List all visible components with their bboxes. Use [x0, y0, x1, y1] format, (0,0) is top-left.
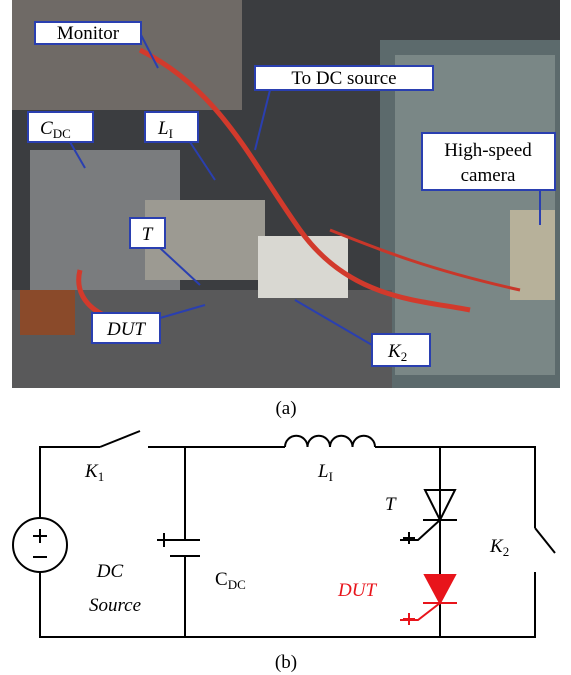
circuit-label: K1 [84, 461, 104, 484]
circuit-label: DUT [337, 580, 377, 601]
label-sub: DC [228, 577, 246, 592]
label-main: L [157, 118, 169, 139]
dut-device [425, 575, 455, 603]
circuit-label: K2 [489, 536, 509, 559]
circuit-label: DC [96, 561, 124, 582]
inductor [285, 436, 375, 447]
capacitor-polarity [157, 533, 171, 547]
photo-label: To DC source [291, 68, 396, 89]
photo-label: Monitor [57, 23, 120, 44]
photo-label: DUT [106, 319, 146, 340]
photo-label: High-speed [444, 140, 532, 161]
photo-wall [12, 0, 242, 110]
circuit-label: CDC [215, 569, 246, 592]
capacitor [170, 447, 200, 637]
circuit-label: Source [89, 595, 141, 616]
caption: (b) [275, 652, 297, 673]
label-sub: I [329, 469, 333, 484]
photo-label: T [142, 224, 154, 245]
dut-gate [400, 603, 457, 625]
label-sub: I [169, 126, 173, 141]
caption: (a) [275, 398, 296, 419]
label-sub: DC [53, 126, 71, 141]
label-sub: 1 [98, 469, 105, 484]
label-sub: 2 [401, 349, 408, 364]
label-main: C [40, 118, 53, 139]
circuit-label: LI [317, 461, 333, 484]
circuit-label: T [385, 494, 397, 515]
label-sub: 2 [503, 544, 510, 559]
thyristor-gate [400, 520, 457, 544]
figure: Monitor To DC source CDC LI High-speed c… [0, 0, 571, 675]
label-main: C [215, 569, 228, 590]
label-main: L [317, 461, 329, 482]
photo-label: camera [461, 165, 516, 186]
wire [40, 431, 285, 518]
photo-camera [510, 210, 555, 300]
photo-copper [20, 290, 75, 335]
source-polarity [33, 529, 47, 557]
dc-source [13, 518, 67, 572]
